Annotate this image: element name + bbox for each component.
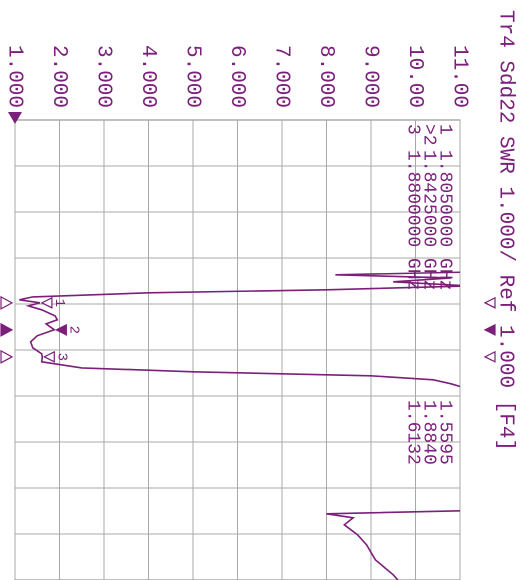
y-tick-label: 11.00 <box>447 45 470 108</box>
marker-edge-indicator <box>0 349 14 364</box>
marker-trace-label: 1 <box>51 299 67 307</box>
marker-triangle <box>40 296 53 309</box>
marker-top-indicator <box>483 323 496 336</box>
y-tick-label: 8.000 <box>314 45 337 108</box>
marker-table-frequency: 1.8425000 GHz <box>418 150 438 290</box>
marker-trace-label: 2 <box>66 326 82 334</box>
marker-edge-indicator <box>0 322 14 337</box>
marker-table-value: 1.5595 <box>434 400 454 465</box>
y-tick-label: 10.00 <box>403 45 426 108</box>
marker-table-label: 1 <box>434 124 454 135</box>
y-tick-label: 7.000 <box>269 45 292 108</box>
marker-table-value: 1.8840 <box>418 400 438 465</box>
marker-edge-indicator <box>0 295 14 310</box>
y-tick-label: 2.000 <box>47 45 70 108</box>
y-tick-label: 5.000 <box>180 45 203 108</box>
y-tick-label: 1.000 <box>2 45 25 108</box>
marker-table-value: 1.6132 <box>402 400 422 465</box>
y-tick-label: 3.000 <box>91 45 114 108</box>
marker-table-label: 3 <box>402 124 422 135</box>
y-tick-label: 4.000 <box>136 45 159 108</box>
marker-table-frequency: 1.8800000 GHz <box>402 150 422 290</box>
trace-title: Tr4 Sdd22 SWR 1.000/ Ref 1.000 [F4] <box>493 10 516 451</box>
marker-triangle <box>54 323 67 336</box>
marker-top-indicator <box>483 296 496 309</box>
trace <box>19 120 460 580</box>
marker-top-indicator <box>483 350 496 363</box>
grid <box>14 120 461 580</box>
marker-trace-label: 3 <box>54 353 70 361</box>
marker-table-frequency: 1.8050000 GHz <box>434 150 454 290</box>
marker-table-label: >2 <box>418 124 438 146</box>
marker-triangle <box>42 350 55 363</box>
y-tick-label: 9.000 <box>358 45 381 108</box>
y-tick-label: 6.000 <box>225 45 248 108</box>
reference-arrow <box>8 112 22 124</box>
